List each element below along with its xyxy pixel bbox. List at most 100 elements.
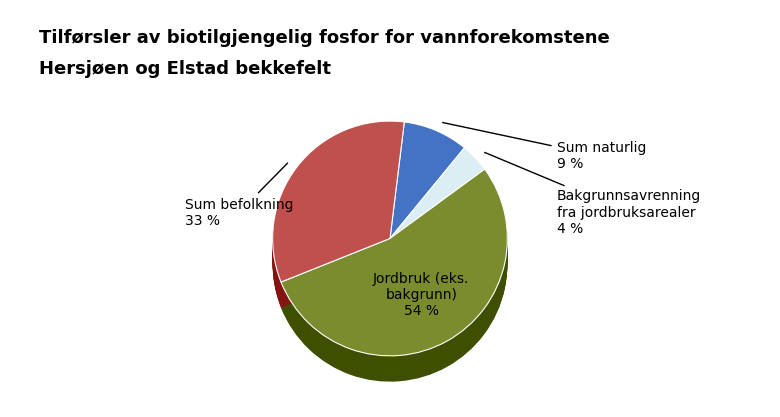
Wedge shape bbox=[281, 189, 507, 376]
Wedge shape bbox=[390, 156, 484, 247]
Wedge shape bbox=[390, 153, 484, 244]
Wedge shape bbox=[390, 169, 484, 260]
Wedge shape bbox=[390, 168, 484, 259]
Wedge shape bbox=[390, 133, 465, 250]
Wedge shape bbox=[390, 165, 484, 256]
Wedge shape bbox=[390, 137, 465, 253]
Wedge shape bbox=[273, 133, 404, 294]
Wedge shape bbox=[390, 166, 484, 256]
Wedge shape bbox=[390, 139, 465, 256]
Wedge shape bbox=[273, 121, 404, 282]
Wedge shape bbox=[390, 171, 484, 262]
Wedge shape bbox=[390, 161, 484, 252]
Wedge shape bbox=[273, 126, 404, 286]
Wedge shape bbox=[390, 126, 465, 243]
Wedge shape bbox=[390, 149, 484, 240]
Wedge shape bbox=[273, 134, 404, 295]
Wedge shape bbox=[281, 173, 507, 359]
Wedge shape bbox=[390, 143, 465, 260]
Wedge shape bbox=[281, 185, 507, 371]
Wedge shape bbox=[281, 187, 507, 374]
Wedge shape bbox=[390, 129, 465, 245]
Wedge shape bbox=[281, 194, 507, 381]
Wedge shape bbox=[390, 157, 484, 248]
Wedge shape bbox=[390, 130, 465, 246]
Wedge shape bbox=[281, 182, 507, 369]
Wedge shape bbox=[390, 148, 484, 239]
Wedge shape bbox=[390, 160, 484, 251]
Wedge shape bbox=[281, 186, 507, 373]
Wedge shape bbox=[390, 167, 484, 257]
Text: Jordbruk (eks.
bakgrunn)
54 %: Jordbruk (eks. bakgrunn) 54 % bbox=[373, 272, 470, 318]
Wedge shape bbox=[281, 171, 507, 357]
Wedge shape bbox=[281, 181, 507, 368]
Wedge shape bbox=[273, 136, 404, 296]
Wedge shape bbox=[390, 159, 484, 250]
Wedge shape bbox=[390, 147, 465, 264]
Wedge shape bbox=[281, 193, 507, 380]
Wedge shape bbox=[390, 136, 465, 252]
Wedge shape bbox=[281, 178, 507, 365]
Wedge shape bbox=[273, 131, 404, 292]
Text: Tilførsler av biotilgjengelig fosfor for vannforekomstene: Tilførsler av biotilgjengelig fosfor for… bbox=[39, 29, 610, 47]
Wedge shape bbox=[390, 131, 465, 248]
Wedge shape bbox=[390, 158, 484, 249]
Wedge shape bbox=[273, 146, 404, 307]
Wedge shape bbox=[273, 122, 404, 283]
Wedge shape bbox=[281, 195, 507, 382]
Wedge shape bbox=[273, 140, 404, 301]
Wedge shape bbox=[390, 128, 465, 244]
Wedge shape bbox=[281, 179, 507, 366]
Wedge shape bbox=[273, 128, 404, 289]
Wedge shape bbox=[281, 191, 507, 378]
Wedge shape bbox=[390, 124, 465, 240]
Wedge shape bbox=[390, 173, 484, 264]
Wedge shape bbox=[390, 146, 465, 263]
Wedge shape bbox=[390, 164, 484, 255]
Wedge shape bbox=[273, 138, 404, 299]
Wedge shape bbox=[273, 144, 404, 305]
Text: Bakgrunnsavrenning
fra jordbruksarealer
4 %: Bakgrunnsavrenning fra jordbruksarealer … bbox=[484, 153, 701, 236]
Wedge shape bbox=[273, 124, 404, 285]
Wedge shape bbox=[281, 175, 507, 362]
Wedge shape bbox=[273, 137, 404, 298]
Wedge shape bbox=[273, 123, 404, 284]
Wedge shape bbox=[390, 155, 484, 245]
Wedge shape bbox=[273, 126, 404, 287]
Wedge shape bbox=[390, 132, 465, 249]
Wedge shape bbox=[390, 151, 484, 241]
Wedge shape bbox=[390, 162, 484, 253]
Text: Sum naturlig
9 %: Sum naturlig 9 % bbox=[443, 123, 646, 171]
Text: Hersjøen og Elstad bekkefelt: Hersjøen og Elstad bekkefelt bbox=[39, 60, 331, 78]
Wedge shape bbox=[390, 142, 465, 258]
Wedge shape bbox=[390, 141, 465, 257]
Wedge shape bbox=[273, 131, 404, 291]
Wedge shape bbox=[390, 148, 465, 264]
Wedge shape bbox=[390, 163, 484, 254]
Wedge shape bbox=[390, 140, 465, 256]
Wedge shape bbox=[273, 141, 404, 302]
Wedge shape bbox=[390, 144, 465, 261]
Text: Sum befolkning
33 %: Sum befolkning 33 % bbox=[185, 163, 293, 228]
Wedge shape bbox=[390, 122, 465, 239]
Wedge shape bbox=[273, 147, 404, 308]
Wedge shape bbox=[390, 170, 484, 261]
Wedge shape bbox=[281, 183, 507, 369]
Wedge shape bbox=[273, 129, 404, 290]
Wedge shape bbox=[390, 156, 484, 246]
Wedge shape bbox=[281, 186, 507, 372]
Wedge shape bbox=[273, 130, 404, 291]
Wedge shape bbox=[281, 172, 507, 359]
Wedge shape bbox=[281, 177, 507, 364]
Wedge shape bbox=[281, 188, 507, 375]
Wedge shape bbox=[390, 173, 484, 264]
Wedge shape bbox=[390, 138, 465, 254]
Wedge shape bbox=[281, 192, 507, 379]
Wedge shape bbox=[390, 172, 484, 263]
Wedge shape bbox=[281, 180, 507, 367]
Wedge shape bbox=[273, 145, 404, 306]
Wedge shape bbox=[273, 132, 404, 293]
Wedge shape bbox=[273, 135, 404, 296]
Wedge shape bbox=[273, 143, 404, 304]
Wedge shape bbox=[281, 178, 507, 364]
